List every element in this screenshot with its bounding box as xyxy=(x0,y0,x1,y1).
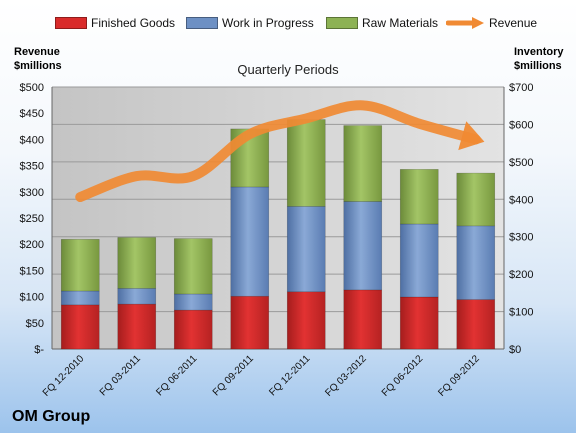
left-tick-label: $400 xyxy=(20,134,44,146)
legend-swatch-work-in-progress xyxy=(186,17,218,29)
legend-item-revenue: Revenue xyxy=(446,16,537,30)
bar-raw-materials-1 xyxy=(60,239,100,292)
left-y-ticks: $- $50 $100 $150 $200 $250 $300 $350 $400 $450 $50… xyxy=(20,82,45,356)
left-axis-title-line-1: Revenue xyxy=(14,46,60,58)
bar-work-in-progress-3 xyxy=(173,293,213,311)
x-tick-label: FQ 09-2011 xyxy=(211,353,256,398)
left-tick-label: $450 xyxy=(20,108,44,120)
right-axis-title-line-1: Inventory xyxy=(514,46,564,58)
bar-finished-goods-8 xyxy=(456,299,496,350)
bar-raw-materials-7 xyxy=(399,169,439,225)
x-tick-label: FQ 03-2012 xyxy=(323,353,369,399)
revenue-series xyxy=(75,100,485,203)
x-tick-label: FQ 09-2012 xyxy=(436,353,482,399)
left-tick-label: $500 xyxy=(20,82,44,94)
x-tick-labels: FQ 12-2010 FQ 03-2011 FQ 06-2011 FQ 09-2011… xyxy=(41,353,482,399)
bar-work-in-progress-4 xyxy=(230,186,270,297)
bar-raw-materials-8 xyxy=(456,172,496,227)
left-tick-label: $350 xyxy=(20,161,44,173)
x-tick-label: FQ 12-2010 xyxy=(41,353,87,399)
x-tick-label: FQ 03-2011 xyxy=(98,353,143,398)
legend-swatch-finished-goods xyxy=(55,17,87,29)
bar-finished-goods-6 xyxy=(343,289,383,350)
legend-label-revenue: Revenue xyxy=(489,16,538,30)
left-tick-label: $50 xyxy=(26,318,44,330)
legend-label-finished-goods: Finished Goods xyxy=(91,16,176,30)
right-tick-label: $100 xyxy=(509,307,533,319)
x-tick-label: FQ 06-2011 xyxy=(154,353,199,398)
right-axis-title: Inventory $millions xyxy=(514,45,564,73)
bar-raw-materials-3 xyxy=(173,238,213,295)
bar-finished-goods-5 xyxy=(286,291,326,350)
legend-item-raw-materials: Raw Materials xyxy=(326,16,438,30)
legend-item-finished-goods: Finished Goods xyxy=(55,16,175,30)
bar-raw-materials-5 xyxy=(286,119,326,207)
legend-label-work-in-progress: Work in Progress xyxy=(222,16,314,30)
bar-work-in-progress-1 xyxy=(60,290,100,306)
legend-swatch-raw-materials xyxy=(326,17,358,29)
bar-finished-goods-7 xyxy=(399,296,439,350)
left-tick-label: $300 xyxy=(20,187,44,199)
bar-work-in-progress-5 xyxy=(286,206,326,293)
right-y-ticks: $0 $100 $200 $300 $400 $500 $600 $700 xyxy=(509,82,533,356)
left-tick-label: $- xyxy=(34,344,44,356)
bar-finished-goods-4 xyxy=(230,295,270,350)
left-tick-label: $100 xyxy=(20,292,44,304)
right-axis-title-line-2: $millions xyxy=(514,60,562,72)
legend-label-raw-materials: Raw Materials xyxy=(362,16,439,30)
bar-work-in-progress-7 xyxy=(399,223,439,298)
legend-item-work-in-progress: Work in Progress xyxy=(186,16,314,30)
left-tick-label: $250 xyxy=(20,213,44,225)
revenue-line xyxy=(75,100,481,203)
right-tick-label: $300 xyxy=(509,232,533,244)
chart-title: Quarterly Periods xyxy=(237,62,339,77)
bar-work-in-progress-8 xyxy=(456,225,496,300)
x-tick-label: FQ 12-2011 xyxy=(267,353,312,398)
company-name: OM Group xyxy=(12,408,91,425)
bar-raw-materials-2 xyxy=(117,237,157,289)
right-tick-label: $200 xyxy=(509,269,533,281)
bar-finished-goods-1 xyxy=(60,304,100,350)
left-tick-label: $150 xyxy=(20,265,44,277)
legend-arrow-revenue xyxy=(446,17,484,29)
bar-work-in-progress-2 xyxy=(117,288,157,305)
bar-raw-materials-6 xyxy=(343,125,383,202)
right-tick-label: $600 xyxy=(509,119,533,131)
bar-finished-goods-2 xyxy=(117,303,157,350)
left-tick-label: $200 xyxy=(20,239,44,251)
left-axis-title-line-2: $millions xyxy=(14,60,62,72)
x-tick-label: FQ 06-2012 xyxy=(380,353,426,399)
right-tick-label: $0 xyxy=(509,344,521,356)
right-tick-label: $500 xyxy=(509,157,533,169)
bar-finished-goods-3 xyxy=(173,309,213,350)
bars xyxy=(60,119,496,350)
right-tick-label: $400 xyxy=(509,194,533,206)
left-axis-title: Revenue $millions xyxy=(14,45,62,73)
revenue-arrowhead xyxy=(458,121,485,151)
right-tick-label: $700 xyxy=(509,82,533,94)
bar-work-in-progress-6 xyxy=(343,201,383,291)
